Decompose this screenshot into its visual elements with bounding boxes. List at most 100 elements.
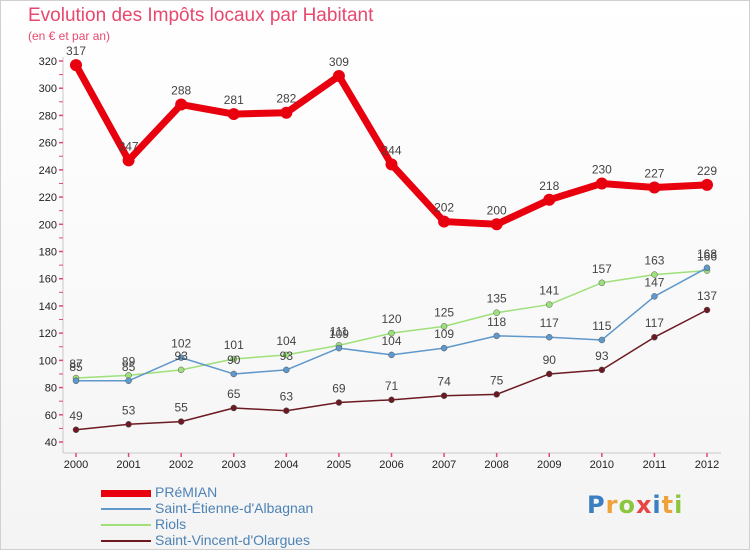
data-label: 90 [227,353,241,367]
data-label: 65 [227,387,241,401]
data-label: 317 [66,44,86,58]
x-tick-label: 2006 [379,459,403,471]
data-label: 125 [434,305,454,319]
data-point [283,407,290,414]
data-point [651,333,658,341]
data-label: 218 [539,179,559,193]
legend-swatch [101,489,151,497]
data-point [648,181,661,194]
data-point [125,377,132,385]
data-label: 93 [280,349,294,363]
data-point [177,418,185,425]
data-point [493,309,500,316]
data-label: 168 [697,247,717,261]
data-point [177,366,185,374]
data-labels: 49 53 55 65 63 69 71 74 75 90 93 117 137 87 89 93 101 104… [66,44,717,423]
data-point [438,215,451,228]
y-tick-label: 60 [45,410,57,422]
data-label: 163 [644,254,664,268]
x-tick-label: 2004 [274,459,298,471]
data-point [703,264,711,272]
data-point [543,193,556,206]
y-tick-label: 160 [39,274,57,286]
data-label: 102 [171,337,191,351]
y-tick-label: 260 [39,138,57,150]
x-tick-label: 2003 [222,459,246,471]
data-label: 109 [434,327,454,341]
data-point [227,108,240,121]
data-label: 117 [540,316,559,330]
data-label: 75 [490,373,504,387]
data-point [651,293,658,300]
legend-swatch [101,540,151,542]
data-label: 104 [276,334,296,348]
legend-label: Saint-Vincent-d'Olargues [155,532,310,548]
data-label: 87 [69,357,83,371]
chart-title: Evolution des Impôts locaux par Habitant [28,5,374,26]
legend-label: Riols [155,516,187,532]
data-label: 115 [592,319,611,333]
data-point [388,329,395,337]
y-tick-label: 220 [39,192,57,204]
proxiti-logo: Proxiti [587,491,683,519]
x-tick-label: 2009 [537,459,561,471]
data-point [388,396,395,404]
logo-letter: t [661,491,675,519]
logo-letter: x [635,491,653,519]
data-label: 230 [592,162,612,176]
data-label: 53 [122,403,136,417]
data-point [385,158,398,171]
series-lines [70,59,713,434]
x-tick-label: 2007 [432,459,456,471]
series-line [75,309,708,431]
data-label: 147 [644,275,664,289]
data-point [230,370,237,378]
data-point [595,177,608,190]
legend-label: PRéMIAN [155,484,218,500]
data-label: 135 [487,292,507,306]
x-tick-label: 2002 [169,459,193,471]
data-label: 157 [592,262,612,276]
data-point [175,98,188,111]
x-tick-label: 2012 [695,459,719,471]
data-point [701,178,713,191]
axes: 40 60 80 100 120 140 160 180 200 220 240 260 280 300 3… [39,56,721,471]
y-tick-label: 200 [39,219,57,231]
logo-letter: o [618,491,636,519]
data-label: 118 [487,315,506,329]
legend-label: Saint-Étienne-d'Albagnan [155,500,314,516]
data-point [125,421,132,428]
legend-swatch [101,524,151,526]
data-label: 141 [539,284,559,298]
data-point [598,366,606,374]
data-label: 227 [644,167,664,181]
logo-letter: P [587,491,606,519]
x-tick-label: 2001 [116,459,140,471]
data-label: 282 [276,92,296,106]
data-label: 109 [329,327,349,341]
data-label: 247 [119,139,139,153]
data-point [440,323,448,330]
data-point [598,279,606,287]
legend-swatch [101,508,151,510]
logo-letter: r [605,491,619,519]
data-label: 93 [174,349,188,363]
data-point [230,404,237,412]
data-label: 89 [122,354,136,368]
data-point [493,391,500,398]
data-point [280,106,293,119]
data-label: 229 [697,164,717,178]
data-point [335,344,343,352]
data-point [332,69,345,82]
chart-subtitle: (en € et par an) [28,29,111,43]
data-label: 111 [330,324,349,338]
y-tick-label: 180 [39,247,57,259]
data-point [283,351,290,359]
data-label: 71 [385,379,399,393]
data-point [283,366,290,374]
data-label: 101 [224,338,244,352]
y-tick-label: 320 [39,56,57,68]
data-label: 200 [487,203,507,217]
data-point [493,332,500,340]
